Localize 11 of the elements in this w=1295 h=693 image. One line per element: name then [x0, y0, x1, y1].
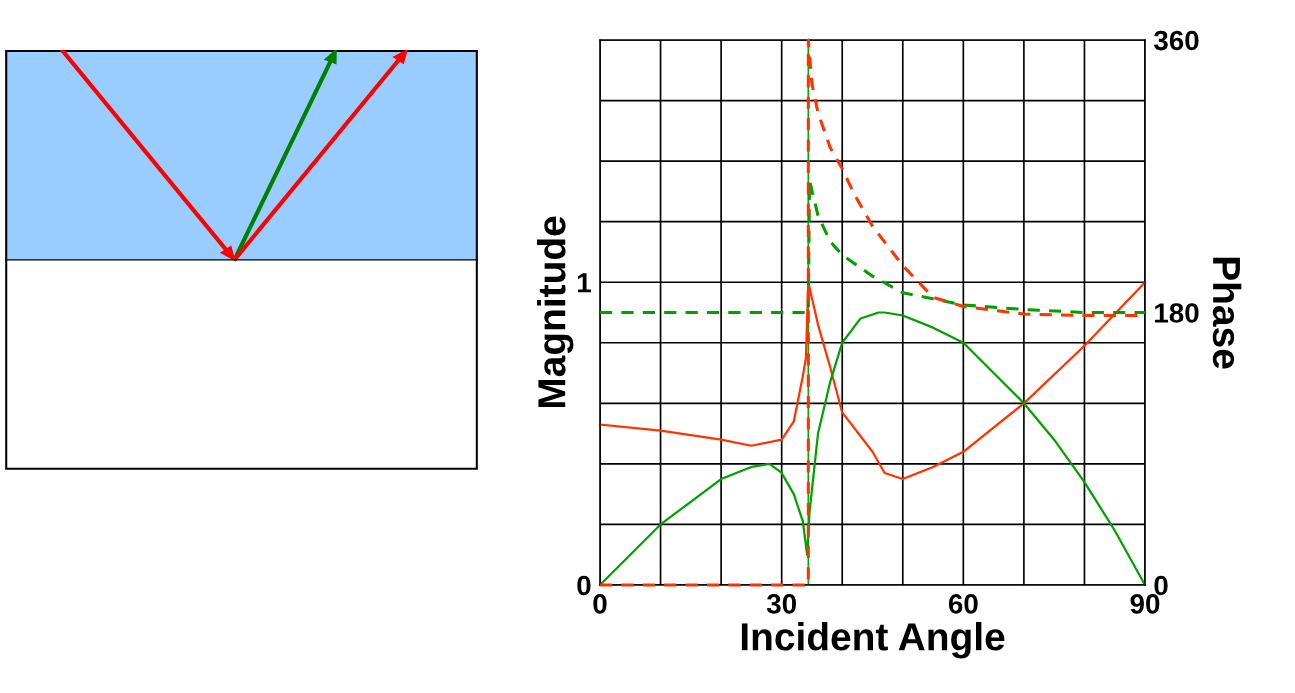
y2-tick-label: 0	[1154, 575, 1168, 596]
y2-tick-label: 360	[1153, 30, 1199, 51]
y-axis-title: Magnitude	[537, 216, 574, 408]
y2-axis-title: Phase	[1212, 257, 1242, 369]
x-tick-label: 30	[766, 594, 796, 614]
y-tick-label: 1	[577, 273, 591, 293]
x-axis-title: Incident Angle	[741, 622, 1005, 659]
x-tick-label: 60	[948, 594, 978, 614]
y2-tick-label: 180	[1155, 303, 1199, 323]
x-tick-label: 0	[593, 594, 607, 614]
x-tick-label: 90	[1130, 594, 1160, 614]
